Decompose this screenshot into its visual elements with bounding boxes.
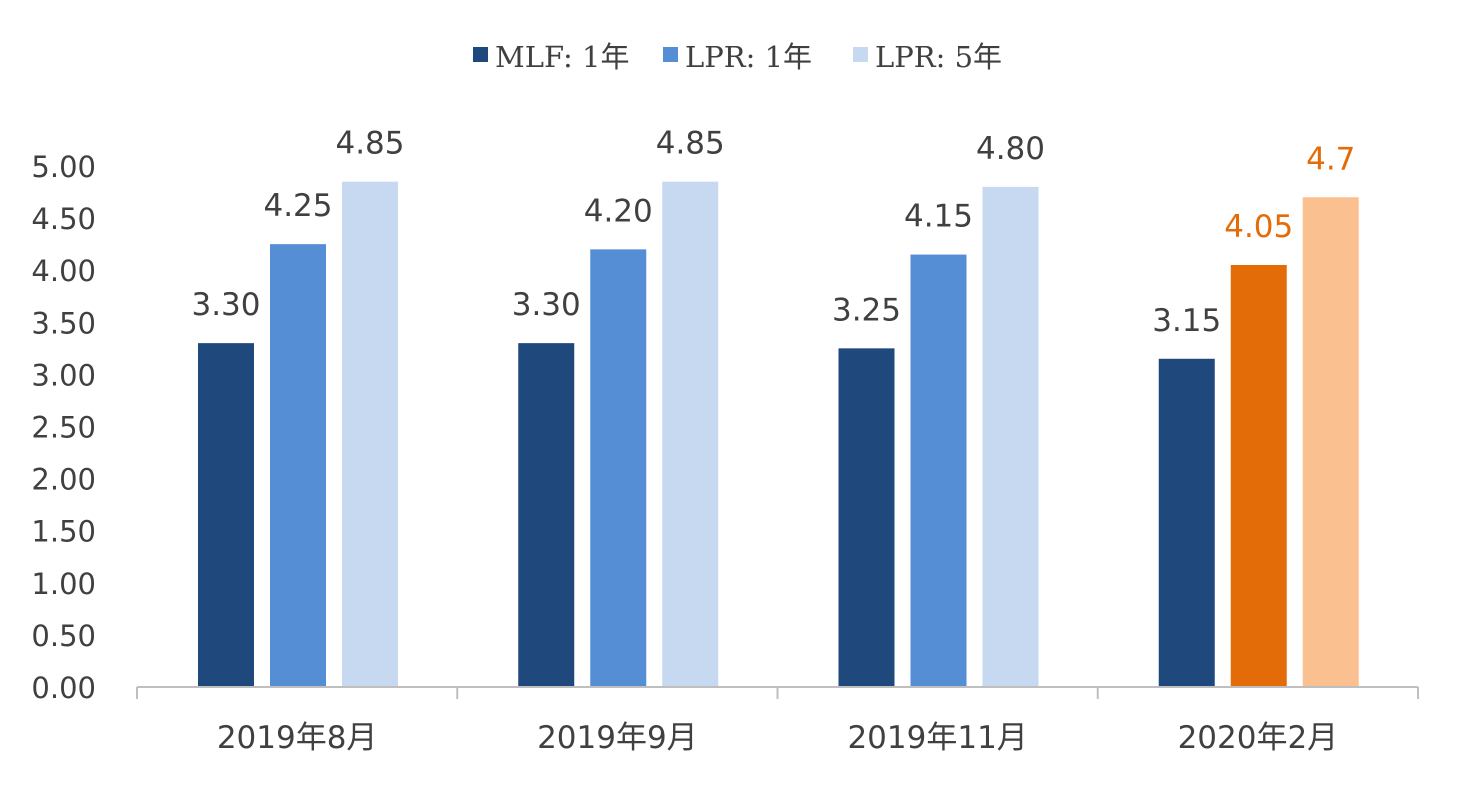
legend-label-2: LPR: 1年 bbox=[685, 40, 812, 74]
legend-label-3: LPR: 5年 bbox=[875, 40, 1002, 74]
y-tick-label: 1.00 bbox=[31, 567, 96, 601]
bar-2-3 bbox=[910, 254, 967, 687]
y-tick-label: 2.00 bbox=[31, 463, 96, 497]
legend-swatch-2 bbox=[663, 47, 678, 62]
chart-legend: MLF: 1年 LPR: 1年 LPR: 5年 bbox=[473, 40, 1002, 74]
bar-series bbox=[198, 181, 1359, 688]
bar-3-3 bbox=[982, 186, 1039, 687]
y-axis: 0.00 0.50 1.00 1.50 2.00 2.50 3.00 3.50 4.00 4.50… bbox=[31, 150, 96, 705]
legend-swatch-3 bbox=[853, 47, 868, 62]
data-label: 4.15 bbox=[904, 199, 973, 235]
x-category-label: 2019年8月 bbox=[217, 720, 378, 756]
y-tick-label: 0.00 bbox=[31, 671, 96, 705]
y-tick-label: 4.50 bbox=[31, 202, 96, 236]
legend-label-1: MLF: 1年 bbox=[495, 40, 629, 74]
y-tick-label: 4.00 bbox=[31, 254, 96, 288]
data-label: 4.80 bbox=[976, 131, 1045, 167]
data-label: 4.85 bbox=[656, 126, 725, 162]
data-labels: 3.304.254.853.304.204.853.254.154.803.15… bbox=[191, 126, 1355, 339]
y-tick-label: 3.50 bbox=[31, 306, 96, 340]
y-tick-label: 1.50 bbox=[31, 515, 96, 549]
data-label: 3.30 bbox=[512, 287, 581, 323]
bar-3-2 bbox=[662, 181, 719, 687]
bar-1-1 bbox=[198, 343, 254, 687]
data-label: 4.05 bbox=[1224, 209, 1293, 245]
data-label: 4.25 bbox=[263, 188, 332, 224]
data-label: 4.85 bbox=[335, 126, 404, 162]
bar-1-4 bbox=[1158, 358, 1215, 687]
y-tick-label: 3.00 bbox=[31, 358, 96, 392]
bar-2-4 bbox=[1230, 264, 1287, 687]
x-category-label: 2020年2月 bbox=[1178, 720, 1339, 756]
x-category-label: 2019年11月 bbox=[847, 720, 1027, 756]
x-category-label: 2019年9月 bbox=[537, 720, 698, 756]
data-label: 3.25 bbox=[832, 292, 901, 328]
y-tick-label: 5.00 bbox=[31, 150, 96, 184]
y-tick-label: 0.50 bbox=[31, 619, 96, 653]
legend-swatch-1 bbox=[473, 47, 488, 62]
x-axis: 2019年8月 2019年9月 2019年11月 2020年2月 bbox=[136, 686, 1419, 756]
bar-2-2 bbox=[590, 249, 647, 688]
data-label: 4.7 bbox=[1306, 141, 1355, 177]
data-label: 4.20 bbox=[584, 193, 653, 229]
bar-1-2 bbox=[518, 343, 575, 687]
bar-3-4 bbox=[1302, 197, 1359, 687]
bar-2-1 bbox=[270, 244, 326, 687]
bar-3-1 bbox=[342, 181, 398, 687]
bar-1-3 bbox=[838, 348, 895, 687]
data-label: 3.15 bbox=[1152, 303, 1221, 339]
y-tick-label: 2.50 bbox=[31, 411, 96, 445]
data-label: 3.30 bbox=[191, 287, 260, 323]
